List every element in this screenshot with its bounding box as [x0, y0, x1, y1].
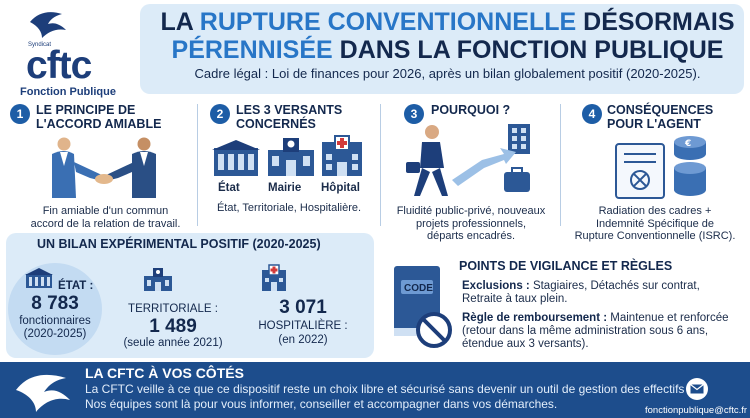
point-desc-1: Fin amiable d'un commun accord de la rel… — [30, 205, 181, 230]
footer-title: LA CFTC À VOS CÔTÉS — [85, 365, 244, 381]
point-title-2: LES 3 VERSANTS CONCERNÉS — [236, 103, 343, 131]
footer-line-2: Nos équipes sont là pour vous informer, … — [85, 397, 558, 411]
point-title-4: CONSÉQUENCES POUR L'AGENT — [607, 103, 714, 131]
code-book-label: CODE — [404, 283, 433, 294]
logo-subtitle: Fonction Publique — [20, 86, 116, 98]
hospital-icon — [262, 264, 286, 291]
territoriale-period: (seule année 2021) — [123, 337, 223, 349]
footer-band — [0, 362, 750, 418]
cftc-logo: Syndicat cftc Fonction Publique — [6, 4, 124, 102]
header-panel — [140, 4, 744, 94]
hospitaliere-label: HOSPITALIÈRE : — [258, 320, 348, 332]
point-number-4: 4 — [582, 104, 602, 124]
vigilance-remboursement: Règle de remboursement : Maintenue et re… — [462, 312, 729, 350]
state-building-icon — [212, 140, 260, 176]
contact-email[interactable]: fonctionpublique@cftc.fr — [645, 405, 748, 416]
code-book-icon: CODE — [394, 266, 452, 348]
divider — [380, 104, 381, 226]
dove-icon — [30, 12, 66, 39]
etat-period: (2020-2025) — [23, 328, 87, 340]
mail-icon[interactable] — [686, 378, 708, 400]
logo-syndicat: Syndicat — [28, 42, 52, 48]
svg-text:€: € — [684, 139, 691, 149]
etat-circle — [8, 263, 102, 355]
territoriale-label: TERRITORIALE : — [128, 303, 218, 315]
etat-unit: fonctionnaires — [19, 315, 91, 327]
divider — [197, 104, 198, 226]
divider — [560, 104, 561, 226]
vigilance-title: POINTS DE VIGILANCE ET RÈGLES — [459, 259, 673, 273]
page-subtitle: Cadre légal : Loi de finances pour 2026,… — [194, 66, 701, 81]
point-desc-3: Fluidité public-privé, nouveaux projets … — [396, 205, 546, 242]
hospitaliere-period: (en 2022) — [278, 334, 328, 346]
state-building-icon — [25, 268, 53, 288]
hospital-icon — [322, 135, 362, 176]
etat-value: 8 783 — [31, 293, 79, 314]
label-etat: État — [218, 182, 240, 194]
point-desc-4: Radiation des cadres + Indemnité Spécifi… — [574, 205, 736, 242]
hospitaliere-value: 3 071 — [279, 297, 327, 318]
town-hall-icon — [144, 268, 172, 291]
point-number-2: 2 — [210, 104, 230, 124]
point-title-3: POURQUOI ? — [431, 103, 511, 117]
logo-name: cftc — [26, 44, 92, 87]
label-mairie: Mairie — [268, 182, 302, 194]
point-number-3: 3 — [404, 104, 424, 124]
dove-icon — [16, 374, 70, 412]
bilan-title: UN BILAN EXPÉRIMENTAL POSITIF (2020-2025… — [37, 237, 321, 251]
document-coins-icon: € — [615, 136, 706, 199]
handshake-icon — [52, 137, 156, 198]
label-hopital: Hôpital — [321, 182, 360, 194]
point-desc-2: État, Territoriale, Hospitalière. — [216, 202, 362, 214]
page-title: LA RUPTURE CONVENTIONNELLE DÉSORMAIS PÉR… — [160, 8, 735, 64]
walking-man-icon — [406, 124, 530, 196]
etat-label: ÉTAT : — [58, 280, 94, 292]
territoriale-value: 1 489 — [149, 316, 197, 337]
footer-line-1: La CFTC veille à ce que ce dispositif re… — [85, 382, 685, 396]
point-number-1: 1 — [10, 104, 30, 124]
vigilance-exclusions: Exclusions : Stagiaires, Détachés sur co… — [462, 280, 700, 305]
town-hall-icon — [268, 138, 314, 176]
point-title-1: LE PRINCIPE DE L'ACCORD AMIABLE — [36, 103, 162, 131]
